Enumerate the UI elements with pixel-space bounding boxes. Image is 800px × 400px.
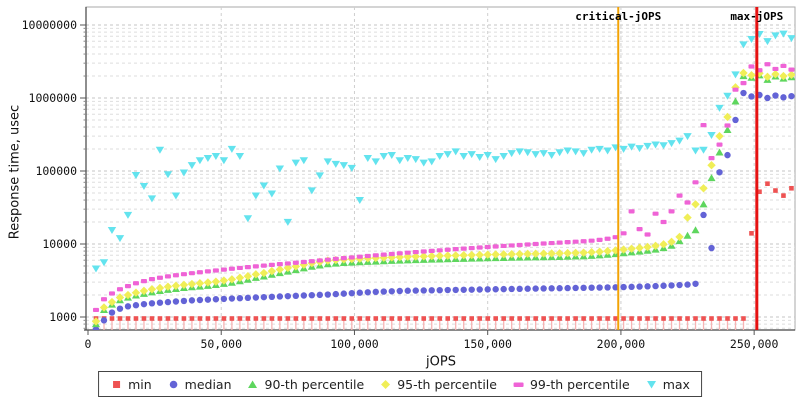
legend-item-95-th-percentile: 95-th percentile — [379, 377, 497, 392]
series-99-th-percentile — [92, 62, 795, 313]
legend-item-90-th-percentile: 90-th percentile — [247, 376, 365, 392]
legend-label: min — [128, 376, 152, 392]
y-axis-ticks: 1000 10000 100000 1000000 10000000 — [22, 18, 86, 329]
y-tick-label: 1000000 — [29, 91, 78, 105]
x-tick-label: 150,000 — [463, 337, 512, 351]
legend-circle-icon — [169, 380, 177, 388]
legend-label: max — [662, 376, 690, 392]
legend-label: 99-th percentile — [529, 376, 630, 392]
min-stems — [95, 320, 745, 330]
y-tick-label: 100000 — [35, 164, 77, 178]
legend-triangle-down-icon — [646, 380, 656, 388]
legend-diamond-icon — [381, 379, 391, 389]
legend-bar-icon — [513, 382, 524, 387]
x-axis-ticks: 0 50,000 100,000 150,000 200,000 250,000 — [85, 330, 779, 351]
series-95-th-percentile — [91, 68, 795, 326]
legend-label: median — [184, 376, 232, 392]
max-jops-label: max-jOPS — [730, 10, 783, 23]
y-tick-label: 10000 — [42, 237, 77, 251]
critical-jops-label: critical-jOPS — [575, 10, 661, 23]
legend-item-99-th-percentile: 99-th percentile — [512, 377, 630, 392]
x-axis-title: jOPS — [426, 354, 456, 370]
y-tick-label: 10000000 — [22, 18, 77, 32]
x-tick-label: 200,000 — [597, 337, 646, 351]
legend-square-icon — [113, 380, 121, 388]
legend-item-max: max — [645, 377, 690, 392]
x-tick-label: 0 — [85, 337, 92, 351]
y-axis-title: Response time, usec — [7, 104, 23, 240]
data-series — [91, 30, 795, 330]
plot-area — [85, 6, 796, 331]
series-median — [92, 89, 795, 330]
y-tick-label: 1000 — [49, 310, 77, 324]
x-tick-label: 250,000 — [730, 337, 779, 351]
legend-triangle-up-icon — [248, 380, 258, 388]
series-max — [91, 30, 795, 273]
legend-label: 90-th percentile — [264, 376, 365, 392]
legend-label: 95-th percentile — [397, 376, 497, 392]
x-tick-label: 50,000 — [200, 337, 242, 351]
legend-item-min: min — [110, 377, 152, 392]
legend-item-median: median — [167, 377, 232, 392]
chart-legend: min median 90-th percentile 95-th percentil… — [98, 371, 702, 397]
x-tick-label: 100,000 — [330, 337, 379, 351]
